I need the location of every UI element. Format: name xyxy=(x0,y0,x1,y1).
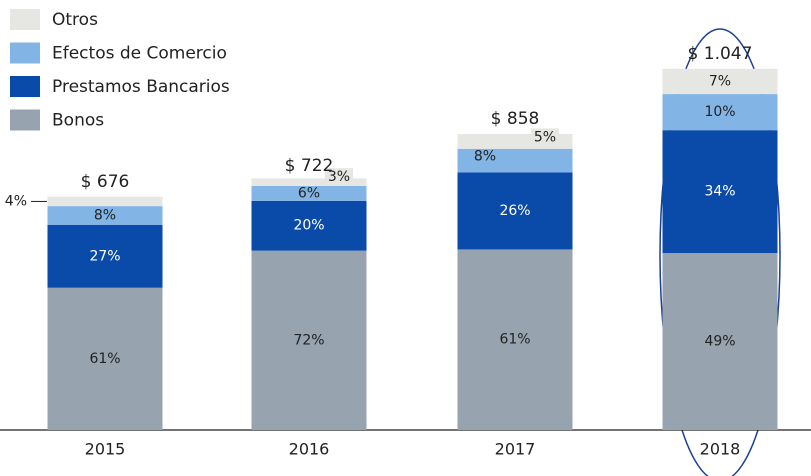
label-box xyxy=(325,168,353,186)
highlight-ellipse xyxy=(659,28,781,476)
bar-segment xyxy=(662,130,778,254)
bar-segment xyxy=(47,287,163,430)
legend-label: Otros xyxy=(52,10,98,30)
total-label: $ 722 xyxy=(285,156,334,176)
legend-label: Prestamos Bancarios xyxy=(52,77,230,97)
bar-segment xyxy=(251,200,367,251)
x-tick-label: 2018 xyxy=(700,440,741,459)
bar-segment xyxy=(457,249,573,430)
total-label: $ 1.047 xyxy=(688,44,753,64)
segment-label: 10% xyxy=(704,104,735,120)
segment-label: 8% xyxy=(94,207,116,223)
segment-label: 72% xyxy=(293,332,324,348)
segment-label: 8% xyxy=(474,149,496,165)
segment-label: 20% xyxy=(293,218,324,234)
bar-segment xyxy=(251,185,367,201)
bar-segment xyxy=(47,206,163,225)
segment-label: 26% xyxy=(499,203,530,219)
segment-label: 49% xyxy=(704,334,735,350)
bar-segment xyxy=(457,172,573,250)
x-tick-label: 2016 xyxy=(289,440,330,459)
segment-label: 61% xyxy=(89,351,120,367)
x-tick-label: 2015 xyxy=(85,440,126,459)
legend-label: Bonos xyxy=(52,111,104,131)
segment-label: 61% xyxy=(499,332,530,348)
label-box xyxy=(531,128,559,146)
legend-swatch xyxy=(10,76,40,97)
legend-swatch xyxy=(10,42,40,64)
segment-label: 5% xyxy=(534,129,556,145)
bar-segment xyxy=(47,224,163,288)
bar-segment xyxy=(662,68,778,95)
segment-label: 34% xyxy=(704,184,735,200)
segment-label: 4% xyxy=(5,193,27,209)
segment-label: 7% xyxy=(709,73,731,89)
total-label: $ 858 xyxy=(491,109,540,129)
bar-segment xyxy=(457,148,573,173)
bar-segment xyxy=(251,250,367,430)
legend-swatch xyxy=(10,9,40,30)
segment-label: 27% xyxy=(89,248,120,264)
legend-label: Efectos de Comercio xyxy=(52,44,227,64)
total-label: $ 676 xyxy=(81,172,130,192)
x-tick-label: 2017 xyxy=(495,440,536,459)
bar-segment xyxy=(251,178,367,186)
bar-segment xyxy=(47,196,163,207)
bar-segment xyxy=(662,253,778,430)
bar-segment xyxy=(662,94,778,131)
legend-swatch xyxy=(10,109,40,131)
segment-label: 6% xyxy=(298,185,320,201)
segment-label: 3% xyxy=(328,169,350,185)
